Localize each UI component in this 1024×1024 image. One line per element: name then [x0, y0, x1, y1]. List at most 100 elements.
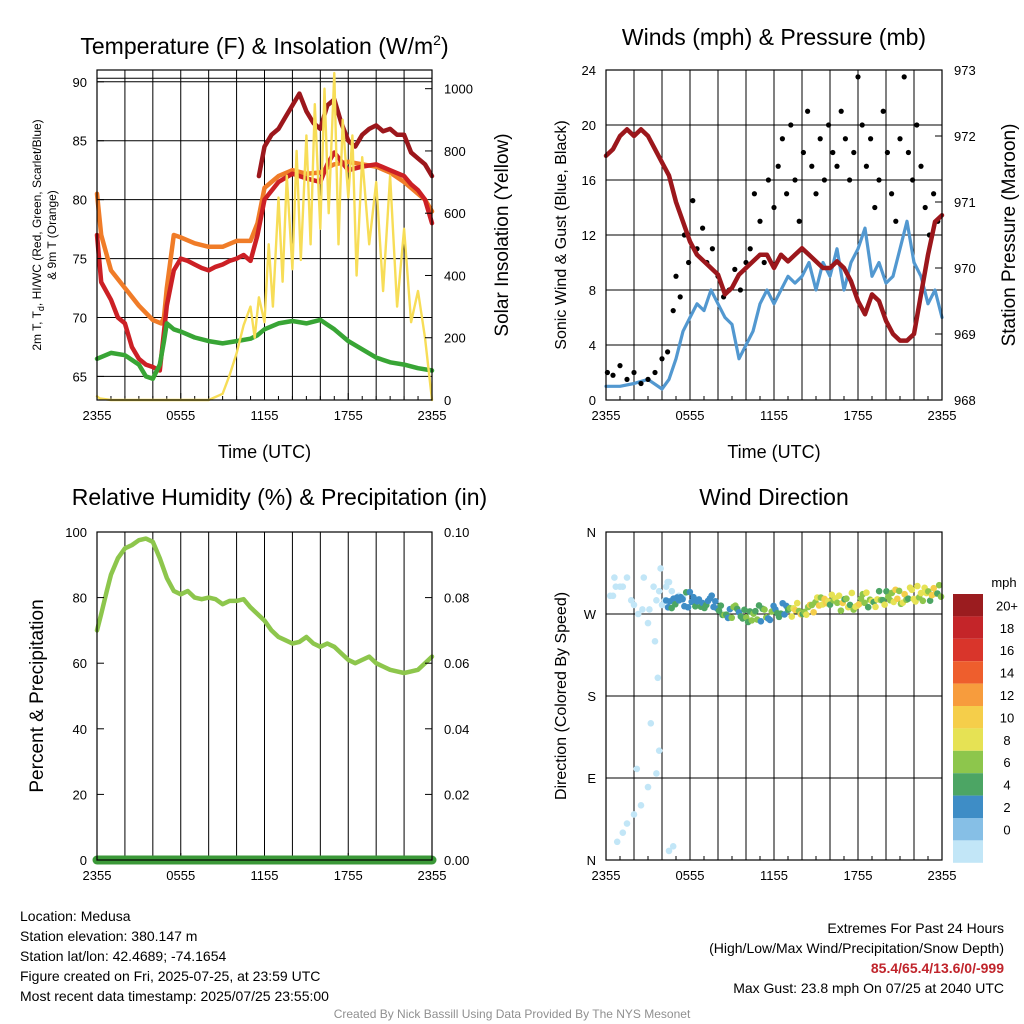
direction-point [835, 592, 843, 599]
direction-point [741, 606, 748, 614]
gust-point [751, 191, 758, 197]
gust-point [631, 369, 637, 376]
y2-tick-label: 972 [954, 129, 976, 144]
gust-point [821, 177, 828, 183]
gust-point [677, 294, 683, 300]
colorbar-swatch [953, 661, 983, 684]
gust-point [931, 191, 937, 197]
gust-point [779, 136, 786, 142]
y2-tick-label: 0.04 [444, 722, 469, 737]
colorbar-swatch [953, 594, 983, 617]
colorbar-swatch [953, 840, 983, 863]
x-tick-label: 0555 [166, 868, 195, 883]
direction-point [655, 747, 663, 754]
direction-point [848, 589, 856, 597]
x-tick-label: 2355 [418, 868, 447, 883]
credit-text: Created By Nick Bassill Using Data Provi… [333, 1007, 691, 1021]
x-tick-label: 2355 [592, 868, 621, 883]
colorbar-swatch [953, 638, 983, 662]
direction-point [937, 593, 945, 600]
x-tick-label: 1155 [760, 408, 788, 423]
direction-point [658, 601, 666, 609]
y-tick-label: 70 [73, 311, 87, 326]
direction-ylabel: Direction (Colored By Speed) [553, 592, 570, 800]
winds-title: Winds (mph) & Pressure (mb) [622, 24, 926, 50]
colorbar-label: 12 [1000, 688, 1014, 703]
direction-point [752, 607, 759, 615]
gust-point [817, 136, 823, 142]
x-tick-label: 1755 [844, 408, 873, 423]
gust-point [863, 163, 870, 169]
direction-point [864, 603, 872, 611]
gust-point [800, 149, 807, 156]
humidity-line [94, 536, 435, 676]
x-tick-label: 2355 [928, 408, 957, 423]
y-tick-label: 40 [73, 722, 87, 737]
y-tick-label: 0 [589, 393, 596, 408]
x-tick-label: 2355 [418, 408, 447, 423]
colorbar-label: 8 [1003, 733, 1010, 748]
gust-point [757, 218, 763, 224]
direction-point [788, 613, 796, 620]
temperature-series-line [94, 150, 435, 373]
temperature-ylabel-line2: & 9m T (Orange) [45, 190, 59, 280]
y-tick-label: 0 [80, 853, 87, 868]
colorbar-label: 2 [1003, 800, 1010, 815]
y2-tick-label: 1000 [444, 82, 473, 97]
gust-point [922, 204, 928, 211]
direction-point [684, 603, 692, 611]
winds-y2label: Station Pressure (Maroon) [999, 124, 1020, 347]
direction-point [634, 610, 642, 618]
direction-title: Wind Direction [699, 484, 849, 510]
gust-point [859, 122, 865, 128]
y2-tick-label: 0.00 [444, 853, 469, 868]
humidity-ylabel: Percent & Precipitation [27, 599, 48, 792]
direction-point [855, 600, 863, 608]
gust-point [610, 372, 616, 378]
colorbar-title: mph [991, 575, 1016, 590]
colorbar-swatch [953, 795, 983, 818]
colorbar-swatch [953, 818, 983, 841]
direction-point [651, 638, 659, 645]
gust-point [842, 136, 849, 142]
direction-point [669, 843, 677, 850]
pressure-line [603, 127, 945, 343]
direction-point [657, 565, 664, 572]
ylabel-text: 2m T, T [30, 310, 44, 350]
direction-point [935, 581, 943, 589]
direction-point [650, 583, 657, 590]
x-tick-label: 0555 [676, 868, 705, 883]
colorbar-swatch [953, 683, 983, 706]
gust-point [690, 198, 696, 204]
direction-point [837, 607, 845, 614]
direction-point [908, 586, 916, 594]
direction-point [630, 811, 638, 818]
direction-point [875, 587, 883, 595]
winds-chart: 2355 0555 1155 1755 235504812162024968969970… [553, 24, 1020, 462]
y-tick-label: 20 [73, 787, 87, 802]
plot-frame [96, 69, 433, 401]
y-tick-label: 85 [73, 134, 87, 149]
gust-point [792, 177, 798, 183]
y2-tick-label: 200 [444, 331, 466, 346]
gust-point [765, 177, 772, 183]
gust-point [700, 225, 706, 231]
direction-point [901, 590, 908, 598]
direction-point [803, 611, 810, 618]
gust-point [918, 163, 924, 169]
direction-point [623, 820, 631, 827]
y2-tick-label: 400 [444, 268, 466, 283]
direction-point [653, 770, 660, 777]
gust-point [872, 204, 878, 211]
gust-point [880, 108, 886, 114]
x-tick-label: 1155 [251, 868, 279, 883]
gust-point [709, 246, 716, 252]
winds-ylabel: Sonic Wind & Gust (Blue, Black) [553, 120, 570, 349]
gust-point [914, 122, 920, 128]
direction-point [612, 583, 620, 590]
y2-tick-label: 0.10 [444, 525, 469, 540]
title-sup: 2 [433, 32, 441, 48]
y-tick-label: 90 [73, 75, 87, 90]
extremes-title: Extremes For Past 24 Hours [827, 920, 1004, 936]
